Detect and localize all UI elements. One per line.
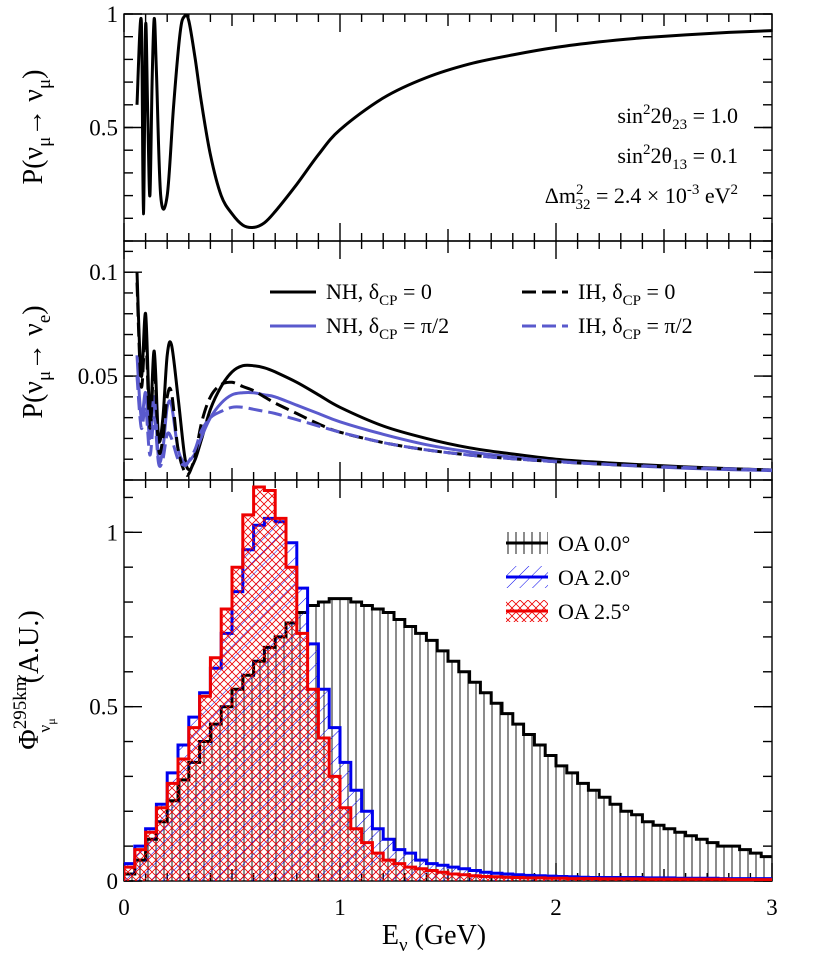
histogram-outline-2 [124,485,772,881]
series-line-middle-3 [135,375,772,472]
middle-panel-ytick-labels: 0.05 0.1 [78,260,118,389]
param-theta13: sin22θ13 = 0.1 [617,142,738,173]
legend-label-nh-cppi2: NH, δCP = π/2 [326,313,449,343]
series-line-middle-2 [135,282,772,477]
middle-legend: NH, δCP = 0 NH, δCP = π/2 IH, δCP = 0 IH… [270,279,693,343]
bottom-panel-xtick-labels: 0 1 2 3 [118,895,778,920]
axis-ticks [123,13,773,882]
xtick-label-2: 2 [550,895,562,920]
ytick-label-middle-1: 0.1 [89,260,118,285]
series-line-middle-0 [135,272,772,472]
middle-panel-ylabel: P(νμ→ νe) [18,305,55,418]
legend-label-nh-cp0: NH, δCP = 0 [326,279,432,309]
oscillation-parameters: sin22θ23 = 1.0 sin22θ13 = 0.1 Δm2 32 = 2.… [545,102,738,213]
top-panel-ytick-labels: 0.51 [89,2,118,141]
legend-label-ih-cp0: IH, δCP = 0 [578,279,675,309]
middle-panel-plot [135,272,772,477]
bottom-panel-plot [124,485,772,881]
bottom-legend: OA 0.0° OA 2.0° OA 2.5° [506,531,630,624]
top-panel-ylabel: P(νμ→ νμ) [18,70,55,185]
ytick-label-top-0: 0.5 [89,116,118,141]
legend-label-oa0: OA 0.0° [558,531,630,556]
ytick-label-bottom-1: 0.5 [89,695,118,720]
legend-label-ih-cppi2: IH, δCP = π/2 [578,313,693,343]
bottom-panel-xlabel: Eν (GeV) [382,920,486,956]
xtick-label-0: 0 [118,895,130,920]
histogram-fill-2 [124,487,772,881]
ytick-label-middle-0: 0.05 [78,364,118,389]
legend-label-oa2: OA 2.0° [558,565,630,590]
xtick-label-1: 1 [334,895,346,920]
param-theta23: sin22θ23 = 1.0 [617,102,738,133]
legend-label-oa25: OA 2.5° [558,599,630,624]
ytick-label-bottom-2: 1 [107,520,119,545]
top-panel-plot [135,14,772,230]
param-dm32: Δm2 32 = 2.4 × 10-3 eV2 [545,182,738,213]
xtick-label-3: 3 [766,895,778,920]
ytick-label-top-1: 1 [107,2,119,27]
bottom-panel-ylabel: Φ295km νμ (A.U.) [10,610,58,749]
bottom-panel-ytick-labels: 00.51 [89,520,118,894]
ytick-label-bottom-0: 0 [107,869,119,894]
series-line-top-0 [135,14,772,230]
